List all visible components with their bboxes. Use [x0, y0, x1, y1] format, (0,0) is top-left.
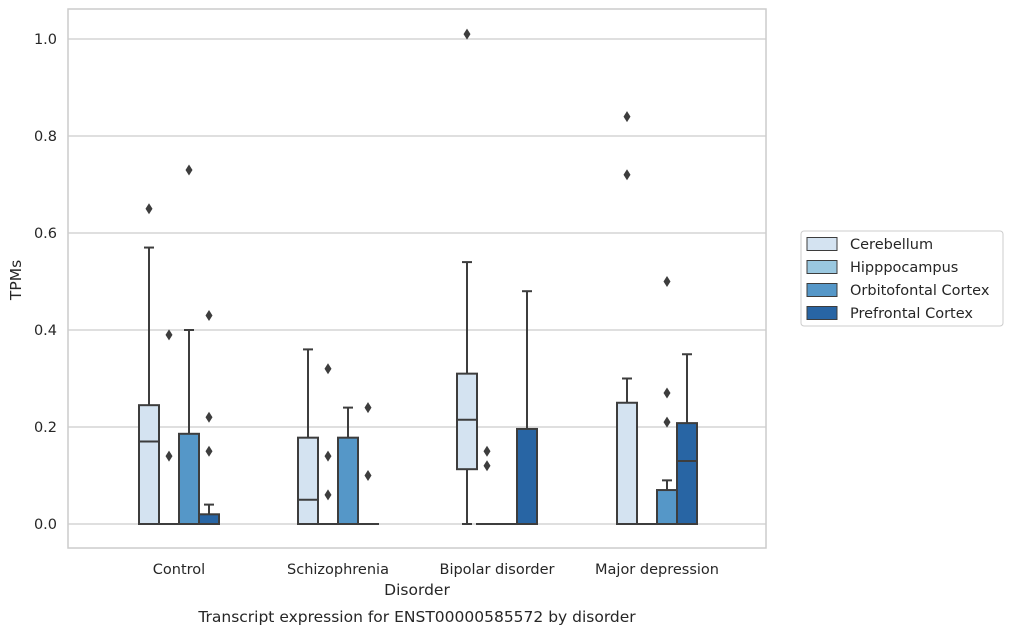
legend-swatch — [806, 260, 838, 274]
outlier-marker — [145, 203, 153, 215]
legend-item: Prefrontal Cortex — [806, 306, 973, 322]
box — [676, 422, 698, 525]
x-tick-label: Major depression — [595, 562, 719, 578]
boxes — [138, 246, 698, 526]
legend-item: Orbitofontal Cortex — [806, 283, 990, 299]
outlier-marker — [364, 470, 372, 481]
legend-item: Hipppocampus — [806, 260, 958, 276]
outlier-marker — [483, 445, 491, 457]
outlier-marker — [663, 276, 671, 287]
outlier-marker — [324, 489, 332, 501]
outlier-marker — [165, 450, 173, 462]
legend-frame — [800, 230, 1004, 327]
box — [656, 489, 678, 525]
box-group — [656, 479, 678, 525]
legend-label: Orbitofontal Cortex — [850, 283, 990, 299]
box-group — [198, 503, 220, 525]
legend-label: Cerebellum — [850, 237, 933, 253]
outlier-marker — [623, 111, 631, 123]
box-group — [297, 348, 319, 526]
x-tick-label: Bipolar disorder — [440, 562, 555, 578]
outlier-marker — [205, 445, 213, 457]
chart-caption: Transcript expression for ENST0000058557… — [197, 608, 636, 626]
legend-swatch — [806, 237, 838, 251]
y-tick-labels: 0.0 0.2 0.4 0.6 0.8 1.0 — [34, 32, 57, 533]
x-axis-title: Disorder — [384, 581, 450, 599]
y-tick-label: 0.0 — [34, 517, 57, 533]
outlier-marker — [205, 309, 213, 321]
y-tick-label: 0.2 — [34, 420, 57, 436]
box-group — [676, 353, 698, 525]
outlier-marker — [165, 329, 173, 341]
plot-frame — [67, 8, 767, 549]
legend-swatch — [806, 306, 838, 320]
box — [456, 372, 478, 471]
box — [198, 513, 220, 525]
legend-label: Hipppocampus — [850, 260, 958, 276]
y-tick-label: 0.4 — [34, 323, 57, 339]
box-group — [337, 406, 359, 526]
y-tick-label: 0.8 — [34, 129, 57, 145]
x-tick-label: Schizophrenia — [287, 562, 389, 578]
outlier-marker — [663, 387, 671, 399]
legend-swatch — [806, 283, 838, 297]
y-axis-title: TPMs — [7, 260, 25, 301]
box — [516, 427, 538, 525]
gridlines — [68, 38, 766, 525]
outlier-marker — [663, 416, 671, 428]
box — [616, 401, 638, 525]
outlier-marker — [324, 363, 332, 375]
outlier-marker — [205, 411, 213, 423]
outliers — [145, 28, 671, 501]
outlier-marker — [324, 450, 332, 462]
y-tick-label: 1.0 — [34, 32, 57, 48]
box-group — [456, 261, 478, 525]
box-group — [138, 246, 160, 525]
outlier-marker — [483, 460, 491, 472]
outlier-marker — [463, 28, 471, 40]
x-tick-labels: Control Schizophrenia Bipolar disorder Majo… — [153, 562, 719, 578]
box-group — [516, 290, 538, 525]
legend-items: Cerebellum Hipppocampus Orbitofontal Corte… — [806, 237, 990, 322]
outlier-marker — [185, 164, 193, 176]
legend-item: Cerebellum — [806, 237, 933, 253]
outlier-marker — [364, 402, 372, 414]
outlier-marker — [623, 169, 631, 181]
box — [297, 436, 319, 526]
box — [138, 404, 160, 525]
box — [178, 432, 200, 526]
box — [337, 436, 359, 526]
y-tick-label: 0.6 — [34, 226, 57, 242]
x-tick-label: Control — [153, 562, 205, 578]
box-group — [616, 377, 638, 525]
legend: Cerebellum Hipppocampus Orbitofontal Corte… — [800, 230, 1004, 327]
legend-label: Prefrontal Cortex — [850, 306, 973, 322]
box-group — [178, 329, 200, 526]
